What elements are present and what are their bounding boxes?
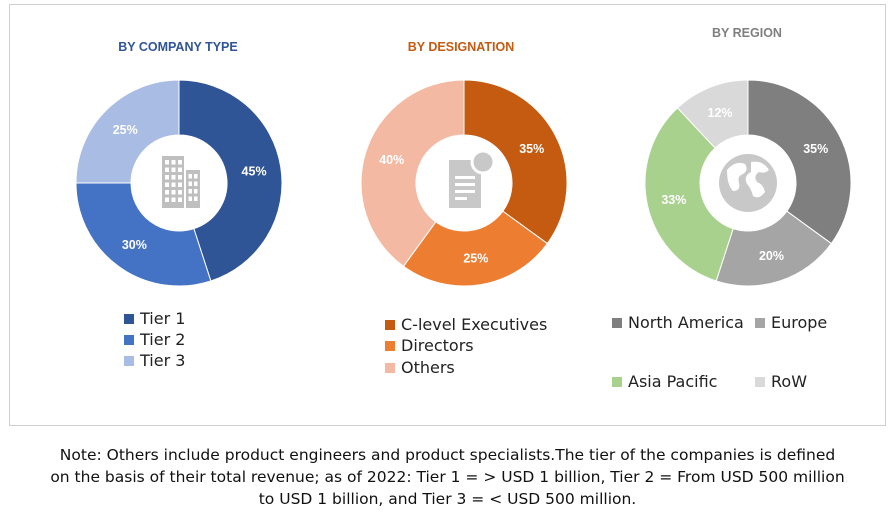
- legend-item: Others: [385, 358, 455, 377]
- footnote-line: to USD 1 billion, and Tier 3 = < USD 500…: [258, 490, 637, 508]
- legend-item: Asia Pacific: [612, 372, 717, 391]
- slice-value-label: 25%: [113, 123, 138, 137]
- donut-chart-designation: 35% 25% 40%: [360, 79, 568, 287]
- chart-title-designation: BY DESIGNATION: [407, 40, 515, 54]
- chart-title-company-type: BY COMPANY TYPE: [118, 40, 238, 54]
- globe-icon: [719, 154, 777, 212]
- legend-label: Europe: [771, 313, 828, 332]
- legend-swatch: [124, 313, 134, 324]
- slice-value-label: 35%: [519, 142, 544, 156]
- legend-item: North America: [612, 313, 744, 332]
- office-buildings-icon: [162, 156, 200, 208]
- legend-item: C-level Executives: [385, 315, 547, 334]
- legend-label: Tier 3: [140, 351, 186, 370]
- legend-swatch: [385, 319, 395, 330]
- legend-label: Directors: [401, 336, 474, 355]
- legend-swatch: [124, 334, 134, 345]
- legend-swatch: [612, 317, 622, 328]
- donut-chart-region: 35% 20% 33% 12%: [644, 79, 852, 287]
- document-icon: [449, 149, 496, 208]
- legend-swatch: [755, 317, 765, 328]
- legend-item: Directors: [385, 336, 474, 355]
- legend-label: Others: [401, 358, 455, 377]
- slice-value-label: 33%: [661, 193, 686, 207]
- legend-label: Asia Pacific: [628, 372, 718, 391]
- slice-value-label: 40%: [379, 153, 404, 167]
- legend-item: Tier 1: [124, 309, 185, 328]
- legend-label: C-level Executives: [401, 315, 548, 334]
- legend-label: RoW: [771, 372, 808, 391]
- legend-label: Tier 1: [140, 309, 186, 328]
- legend-item: Tier 3: [124, 351, 185, 370]
- legend-item: Tier 2: [124, 330, 185, 349]
- legend-swatch: [755, 376, 765, 387]
- slice-value-label: 30%: [122, 238, 147, 252]
- slice-value-label: 35%: [803, 142, 828, 156]
- legend-swatch: [385, 362, 395, 373]
- chart-title-region: BY REGION: [712, 26, 782, 40]
- slice-value-label: 20%: [759, 249, 784, 263]
- legend-label: Tier 2: [140, 330, 186, 349]
- legend-swatch: [124, 355, 134, 366]
- footnote: Note: Others include product engineers a…: [20, 444, 875, 510]
- legend-label: North America: [628, 313, 744, 332]
- donut-chart-company-type: 45% 30% 25%: [75, 79, 283, 287]
- footnote-line: on the basis of their total revenue; as …: [50, 468, 845, 486]
- legend-swatch: [385, 340, 395, 351]
- slice-value-label: 12%: [708, 106, 733, 120]
- legend-item: Europe: [755, 313, 827, 332]
- legend-item: RoW: [755, 372, 807, 391]
- footnote-line: Note: Others include product engineers a…: [59, 446, 836, 464]
- slice-value-label: 25%: [463, 252, 488, 266]
- slice-value-label: 45%: [242, 165, 267, 179]
- legend-swatch: [612, 376, 622, 387]
